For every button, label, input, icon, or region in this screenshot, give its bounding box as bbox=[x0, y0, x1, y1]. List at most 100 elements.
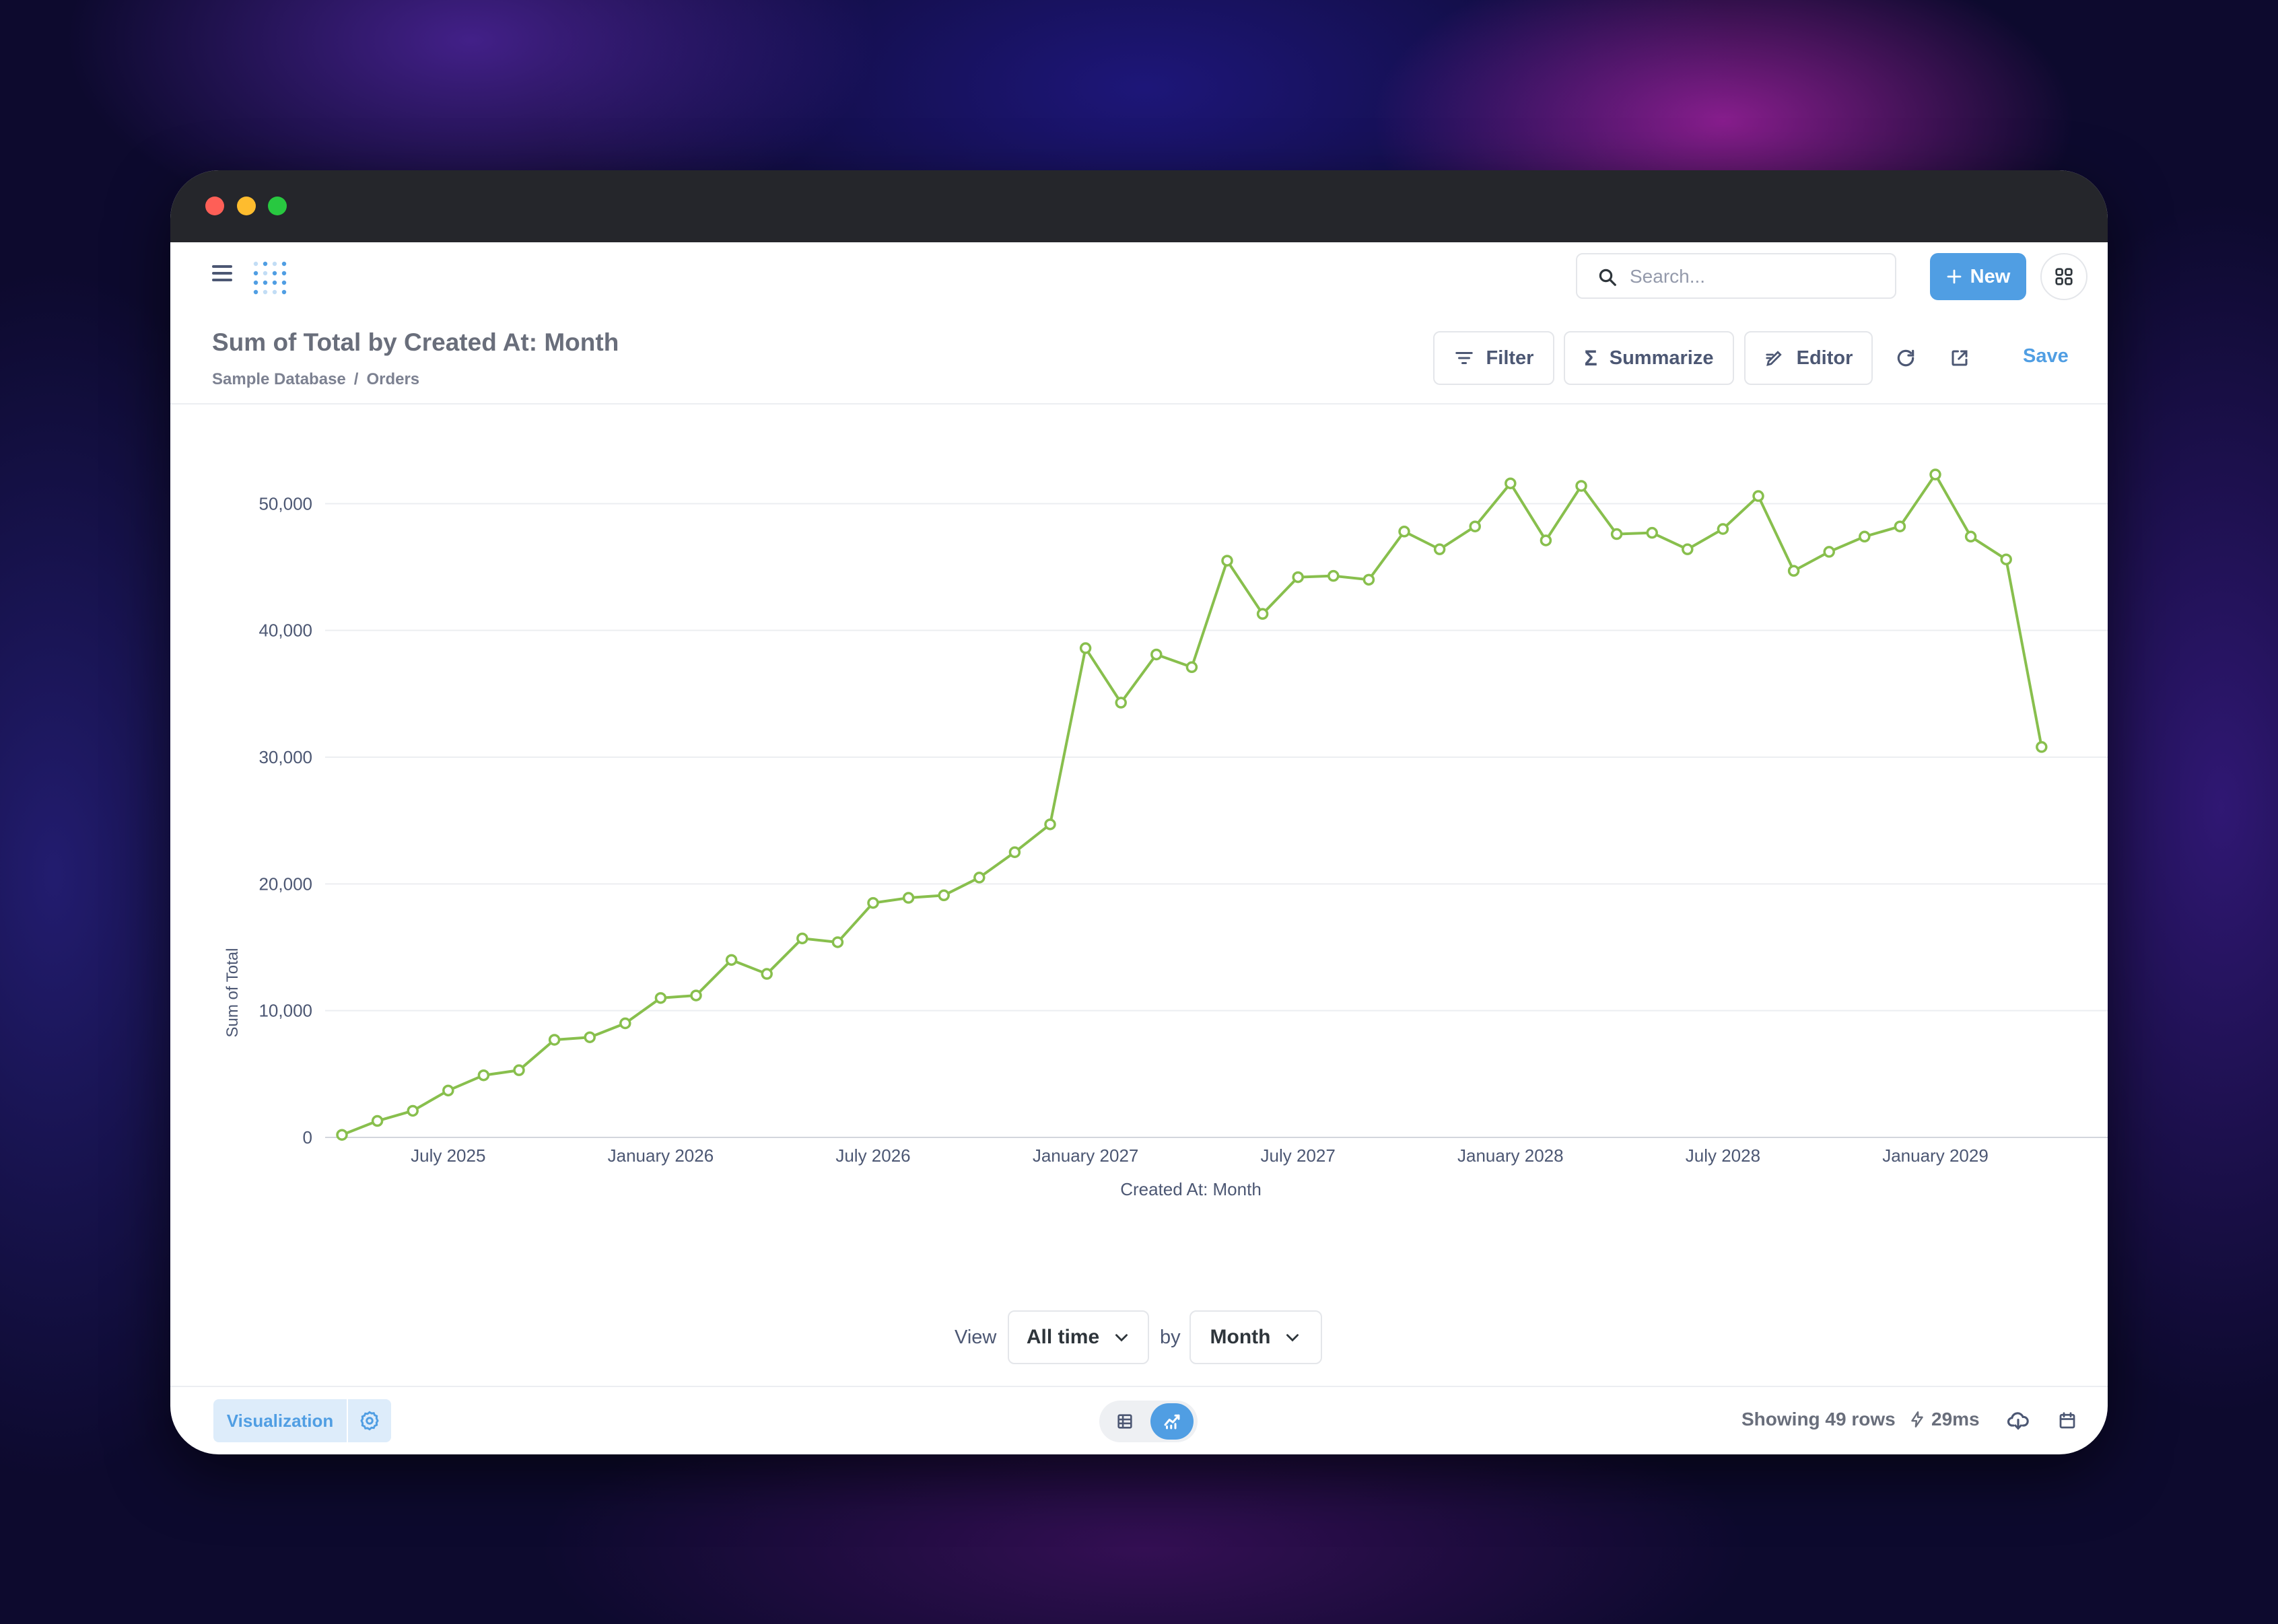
metabase-logo[interactable] bbox=[250, 257, 291, 299]
search-icon bbox=[1599, 269, 1616, 286]
search-input[interactable] bbox=[1628, 261, 1880, 292]
data-point bbox=[1894, 520, 1906, 532]
data-point bbox=[584, 1031, 596, 1043]
question-title[interactable]: Sum of Total by Created At: Month bbox=[212, 328, 619, 356]
data-point bbox=[1610, 528, 1623, 540]
row-count: Showing 49 rows bbox=[1741, 1409, 1896, 1429]
data-point bbox=[1362, 573, 1375, 586]
data-point bbox=[407, 1104, 419, 1117]
search-box[interactable] bbox=[1576, 253, 1896, 299]
data-point bbox=[442, 1084, 454, 1097]
breadcrumb-table[interactable]: Orders bbox=[366, 370, 420, 388]
y-tick-label: 20,000 bbox=[258, 874, 312, 894]
gear-icon[interactable] bbox=[348, 1399, 391, 1442]
data-point bbox=[1929, 468, 1941, 481]
apps-button[interactable] bbox=[2040, 253, 2087, 300]
data-point bbox=[1752, 490, 1764, 502]
grid-icon bbox=[2055, 268, 2073, 285]
data-point bbox=[2000, 553, 2012, 565]
top-navigation: New bbox=[170, 242, 2108, 308]
x-tick-label: January 2029 bbox=[1882, 1145, 1989, 1166]
data-point bbox=[1292, 571, 1304, 584]
query-timing: 29ms bbox=[1908, 1409, 1980, 1430]
data-point bbox=[973, 872, 986, 884]
x-tick-label: January 2028 bbox=[1457, 1145, 1564, 1166]
summarize-label: Summarize bbox=[1609, 347, 1714, 369]
data-point bbox=[1682, 543, 1694, 555]
data-point bbox=[548, 1034, 561, 1046]
time-range-select[interactable]: All time bbox=[1008, 1310, 1149, 1364]
x-tick-label: July 2026 bbox=[835, 1145, 910, 1166]
data-point bbox=[1859, 530, 1871, 543]
new-button-label: New bbox=[1970, 265, 2011, 287]
footer-bar: Visualization Showing 49 rows 29ms bbox=[170, 1386, 2108, 1454]
x-axis-title: Created At: Month bbox=[1120, 1179, 1262, 1199]
y-tick-label: 10,000 bbox=[258, 1001, 312, 1021]
series-line bbox=[341, 473, 2043, 1137]
plus-icon bbox=[1947, 269, 1962, 284]
data-point bbox=[1717, 523, 1729, 535]
y-tick-label: 40,000 bbox=[258, 621, 312, 641]
question-header: Sum of Total by Created At: Month Sample… bbox=[170, 308, 2108, 404]
time-range-value: All time bbox=[1026, 1326, 1100, 1348]
y-axis-title: Sum of Total bbox=[223, 948, 242, 1038]
close-window-button[interactable] bbox=[205, 197, 224, 215]
data-point bbox=[1823, 546, 1835, 558]
minimize-window-button[interactable] bbox=[237, 197, 256, 215]
save-button[interactable]: Save bbox=[2023, 345, 2069, 367]
x-tick-label: January 2027 bbox=[1033, 1145, 1139, 1166]
data-point bbox=[1115, 697, 1127, 709]
x-tick-label: July 2027 bbox=[1261, 1145, 1336, 1166]
timing-value: 29ms bbox=[1931, 1409, 1980, 1429]
new-button[interactable]: New bbox=[1930, 253, 2026, 300]
data-point bbox=[1575, 480, 1587, 492]
editor-button[interactable]: Editor bbox=[1744, 331, 1873, 385]
app-window: New Sum of Total by Created At: Month Sa… bbox=[170, 170, 2108, 1454]
chevron-down-icon bbox=[1286, 1334, 1299, 1342]
display-toggle bbox=[1099, 1401, 1198, 1442]
data-point bbox=[761, 968, 773, 980]
data-point bbox=[336, 1129, 348, 1141]
visualization-button[interactable]: Visualization bbox=[213, 1399, 347, 1442]
filter-button[interactable]: Filter bbox=[1433, 331, 1554, 385]
cloud-download-icon[interactable] bbox=[2006, 1409, 2030, 1433]
view-label: View bbox=[955, 1327, 997, 1348]
zoom-window-button[interactable] bbox=[268, 197, 287, 215]
sigma-icon: Σ bbox=[1584, 345, 1597, 370]
granularity-value: Month bbox=[1210, 1326, 1271, 1348]
data-point bbox=[1256, 608, 1269, 620]
summarize-button[interactable]: Σ Summarize bbox=[1564, 331, 1734, 385]
share-icon[interactable] bbox=[1947, 346, 1972, 370]
data-point bbox=[619, 1017, 631, 1030]
data-point bbox=[1327, 569, 1340, 582]
y-tick-label: 50,000 bbox=[258, 493, 312, 514]
data-point bbox=[1185, 661, 1198, 674]
line-chart-icon[interactable] bbox=[1150, 1403, 1194, 1440]
pencil-icon bbox=[1765, 351, 1782, 366]
data-point bbox=[1964, 530, 1977, 543]
data-point bbox=[938, 889, 950, 902]
data-point bbox=[796, 932, 808, 945]
data-point bbox=[654, 992, 667, 1004]
data-point bbox=[513, 1064, 525, 1076]
refresh-icon[interactable] bbox=[1894, 346, 1918, 370]
bolt-icon bbox=[1911, 1411, 1923, 1428]
hamburger-icon[interactable] bbox=[212, 265, 232, 283]
data-point bbox=[902, 892, 915, 904]
y-tick-label: 0 bbox=[303, 1127, 312, 1148]
filter-label: Filter bbox=[1486, 347, 1534, 369]
calendar-icon[interactable] bbox=[2055, 1409, 2079, 1433]
line-chart: 010,00020,00030,00040,00050,00060,000Jul… bbox=[223, 468, 2108, 1199]
breadcrumb-database[interactable]: Sample Database bbox=[212, 370, 346, 388]
data-point bbox=[1540, 534, 1552, 546]
data-point bbox=[725, 954, 738, 966]
chart-container: 010,00020,00030,00040,00050,00060,000Jul… bbox=[170, 404, 2108, 1252]
data-point bbox=[371, 1115, 384, 1127]
data-point bbox=[1469, 520, 1481, 532]
table-icon[interactable] bbox=[1103, 1403, 1146, 1440]
granularity-select[interactable]: Month bbox=[1189, 1310, 1322, 1364]
filter-icon bbox=[1455, 352, 1473, 364]
data-point bbox=[690, 989, 702, 1001]
data-point bbox=[1150, 648, 1163, 661]
data-point bbox=[1398, 526, 1410, 538]
